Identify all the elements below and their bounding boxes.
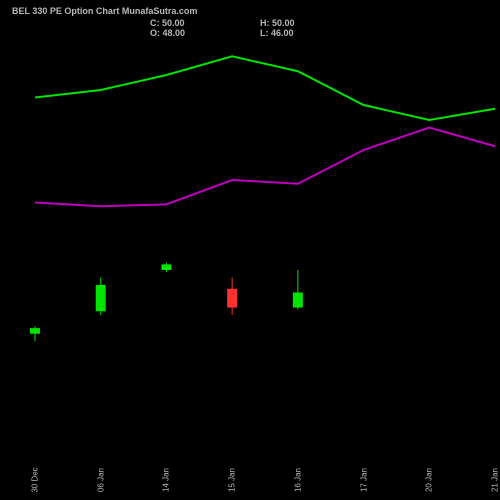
candle-body (96, 285, 106, 311)
x-axis: 30 Dec 06 Jan 14 Jan 15 Jan 16 Jan 17 Jan 20 J… (0, 430, 500, 500)
candle-body (227, 289, 237, 308)
x-tick-label: 30 Dec (31, 467, 40, 492)
x-tick-label: 14 Jan (162, 468, 171, 492)
x-tick-label: 17 Jan (359, 468, 368, 492)
x-tick-label: 15 Jan (228, 468, 237, 492)
candle-body (293, 293, 303, 308)
x-tick-label: 21 Jan (491, 468, 500, 492)
series-line (35, 128, 495, 207)
chart-container: BEL 330 PE Option Chart MunafaSutra.com … (0, 0, 500, 500)
candle-body (30, 328, 40, 334)
chart-canvas (0, 0, 500, 500)
series-line (35, 56, 495, 120)
candle-body (161, 264, 171, 270)
x-tick-label: 06 Jan (96, 468, 105, 492)
x-tick-label: 20 Jan (425, 468, 434, 492)
x-tick-label: 16 Jan (293, 468, 302, 492)
